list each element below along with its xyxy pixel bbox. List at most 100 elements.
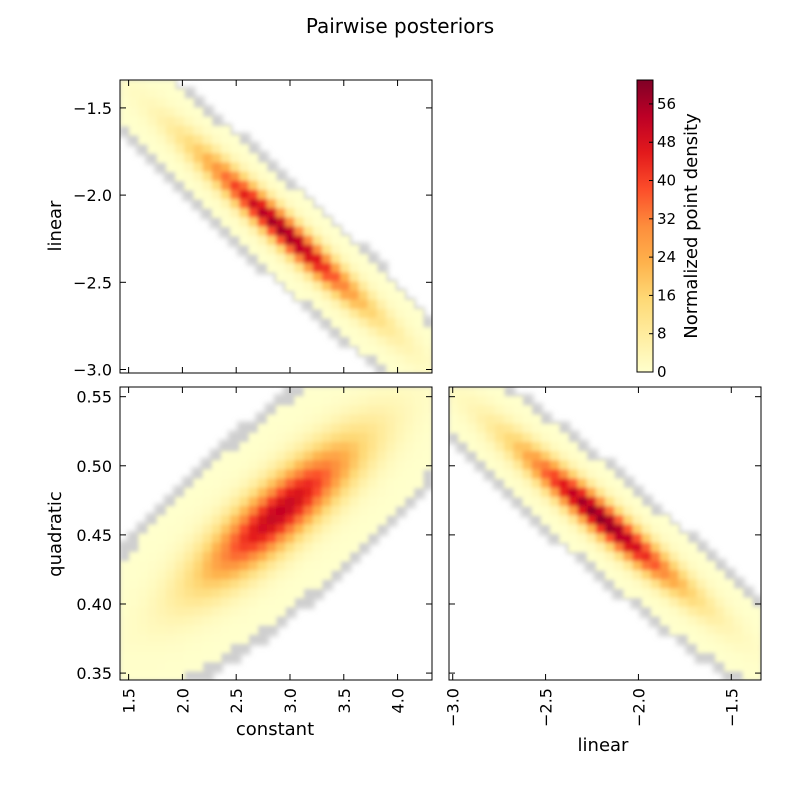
density-cell — [595, 460, 606, 471]
density-cell — [239, 606, 250, 617]
density-cell — [367, 345, 378, 356]
density-cell — [156, 134, 167, 145]
support-halo-cell — [420, 467, 432, 481]
density-cell — [220, 560, 231, 571]
x-tick-label: 4.0 — [389, 688, 408, 713]
density-cell — [650, 515, 661, 525]
density-cell — [202, 606, 213, 617]
panel-quadratic-vs-linear: −3.0 −2.5 −2.0 −1.5 linear — [444, 386, 762, 756]
density-cell — [376, 336, 387, 347]
density-cell — [147, 533, 158, 544]
density-cell — [156, 551, 167, 562]
density-cell — [485, 387, 496, 397]
density-cell — [632, 542, 643, 553]
density-cell — [239, 579, 250, 590]
density-cell — [285, 551, 295, 562]
density-cell — [678, 625, 689, 635]
density-cell — [248, 542, 259, 553]
density-cell — [202, 524, 213, 535]
density-cell — [367, 414, 378, 425]
density-cell — [175, 153, 185, 164]
y-axis-label-quadratic: quadratic — [45, 491, 66, 577]
density-cell — [230, 134, 240, 145]
density-cell — [733, 634, 744, 644]
density-cell — [312, 208, 323, 218]
density-cell — [705, 597, 716, 608]
density-cell — [120, 570, 130, 580]
density-cell — [678, 570, 689, 580]
density-cell — [522, 460, 533, 471]
density-cell — [540, 487, 551, 498]
density-cell — [321, 272, 332, 283]
density-cell — [303, 199, 314, 209]
density-cell — [248, 451, 259, 461]
density-cell — [294, 451, 305, 461]
density-cell — [257, 171, 268, 182]
density-cell — [577, 487, 588, 498]
density-cell — [211, 134, 222, 145]
density-cell — [614, 533, 624, 544]
density-cell — [331, 496, 341, 507]
density-cell — [156, 107, 167, 118]
density-cell — [678, 597, 689, 608]
density-cell — [358, 387, 369, 397]
density-cell — [129, 661, 139, 672]
density-cell — [340, 318, 351, 328]
support-halo-cell — [292, 387, 306, 399]
density-cell — [303, 226, 314, 237]
density-cell — [220, 487, 231, 498]
density-cell — [623, 588, 634, 599]
density-cell — [211, 180, 222, 191]
density-cell — [367, 308, 378, 319]
density-cell — [312, 253, 323, 264]
density-cell — [340, 469, 351, 480]
density-cell — [303, 533, 314, 544]
density-cell — [669, 560, 680, 571]
density-cell — [586, 496, 597, 507]
density-cell — [165, 107, 176, 118]
density-cell — [340, 299, 351, 310]
density-cell — [395, 478, 406, 489]
density-cell — [367, 327, 378, 337]
density-cell — [531, 451, 542, 461]
density-cell — [266, 606, 277, 617]
density-cell — [349, 272, 360, 283]
density-cell — [184, 144, 195, 154]
density-cell — [641, 570, 652, 580]
density-cell — [248, 496, 259, 507]
density-cell — [285, 217, 295, 228]
density-cell — [120, 80, 130, 90]
density-cell — [376, 299, 387, 310]
density-cell — [340, 542, 351, 553]
density-cell — [395, 460, 406, 471]
density-cell — [321, 496, 332, 507]
density-cell — [331, 478, 341, 489]
density-cell — [751, 606, 761, 617]
density-cell — [340, 253, 351, 264]
density-cell — [331, 533, 341, 544]
density-cell — [312, 235, 323, 246]
density-cell — [211, 469, 222, 480]
density-cell — [184, 153, 195, 164]
density-cell — [568, 451, 579, 461]
density-cell — [312, 496, 323, 507]
density-cell — [568, 542, 579, 553]
density-cell — [715, 652, 725, 663]
density-cell — [156, 98, 167, 109]
density-cell — [138, 116, 149, 127]
density-cell — [321, 235, 332, 246]
density-cell — [220, 189, 231, 200]
support-halo-cell — [120, 123, 132, 137]
density-cell — [395, 318, 406, 328]
density-cell — [165, 98, 176, 109]
density-cell — [285, 496, 295, 507]
density-cell — [220, 524, 231, 535]
density-cell — [715, 643, 725, 654]
density-cell — [184, 487, 195, 498]
y-axis-ticks — [449, 396, 761, 674]
density-cell — [641, 515, 652, 525]
density-cell — [202, 171, 213, 182]
density-cell — [193, 125, 204, 136]
density-cell — [358, 506, 369, 516]
density-cell — [257, 560, 268, 571]
